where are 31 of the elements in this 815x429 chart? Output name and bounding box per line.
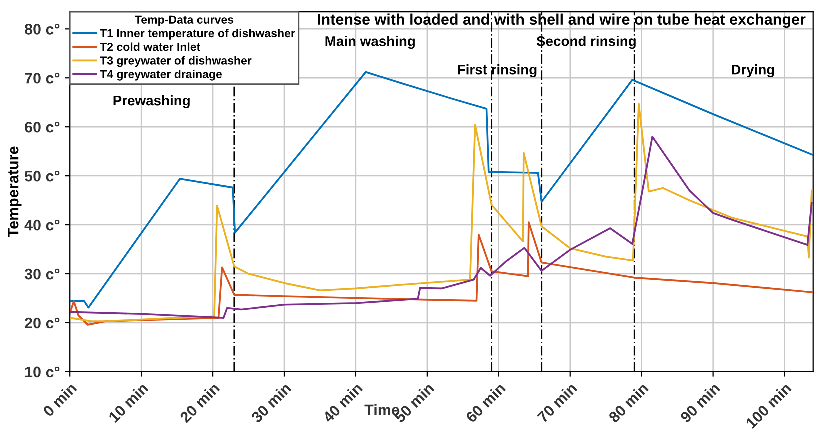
legend-title: Temp-Data curves [135, 16, 234, 26]
y-tick-label: 30 c° [24, 268, 60, 280]
y-tick-label: 50 c° [24, 170, 60, 182]
annotation: First rinsing [458, 64, 537, 78]
x-tick-label: 10 min [108, 382, 149, 424]
y-tick-label: 80 c° [25, 24, 60, 35]
legend-label: T1 Inner temperature of dishwasher [100, 29, 296, 40]
x-tick-label: 100 min [745, 382, 792, 429]
y-axis-title: Temperature [8, 146, 22, 238]
line-series [70, 136, 813, 319]
legend-label: T3 greywater of dishwasher [100, 56, 252, 68]
y-tick-label: 20 c° [25, 318, 60, 329]
annotation: Main washing [326, 36, 415, 50]
x-tick-label: 80 min [608, 382, 650, 424]
y-tick-label: 60 c° [25, 122, 60, 133]
legend-label: T2 cold water Inlet [100, 42, 200, 52]
line-series [70, 222, 814, 326]
annotation: Drying [732, 64, 774, 78]
y-tick-label: 70 c° [25, 72, 60, 84]
x-tick-label: 90 min [679, 382, 721, 424]
x-tick-label: 20 min [179, 382, 220, 424]
y-tick-label: 10 c° [25, 366, 60, 378]
x-tick-label: 70 min [536, 382, 578, 424]
annotation: Prewashing [114, 95, 190, 108]
x-tick-label: 0 min [42, 382, 78, 418]
x-tick-label: 30 min [250, 382, 292, 424]
chart-title: Intense with loaded and with shell and wire on tube heat exchanger [318, 14, 806, 28]
x-tick-label: 60 min [465, 382, 506, 424]
x-tick-label: 40 min [322, 382, 364, 424]
legend-label: T4 greywater drainage [100, 70, 222, 81]
y-tick-label: 40 c° [24, 220, 60, 231]
